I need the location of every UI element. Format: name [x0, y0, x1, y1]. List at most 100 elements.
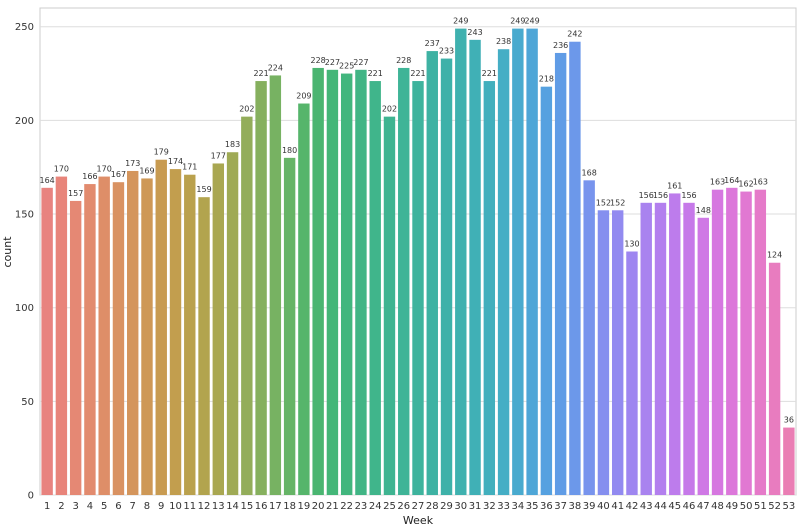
x-tick-label: 35 — [526, 501, 539, 512]
bar-week-3 — [69, 200, 82, 495]
bar-week-24 — [369, 81, 381, 496]
x-tick-label: 44 — [654, 501, 667, 512]
bar-week-25 — [383, 116, 396, 495]
data-label: 163 — [710, 178, 725, 187]
bar-week-36 — [540, 86, 553, 496]
x-tick-label: 29 — [440, 501, 453, 512]
bar-week-12 — [198, 197, 210, 495]
data-label: 164 — [724, 176, 739, 185]
data-label: 36 — [784, 416, 794, 425]
x-tick-label: 23 — [355, 501, 368, 512]
x-tick-label: 46 — [683, 501, 696, 512]
bar-week-15 — [241, 116, 253, 495]
bar-week-27 — [412, 81, 424, 496]
data-label: 174 — [168, 157, 183, 166]
x-tick-label: 18 — [283, 501, 296, 512]
data-label: 148 — [696, 206, 711, 215]
x-tick-label: 33 — [497, 501, 510, 512]
data-label: 228 — [311, 56, 326, 65]
bar-week-45 — [669, 193, 681, 495]
bar-week-13 — [212, 163, 225, 495]
x-tick-label: 16 — [255, 501, 268, 512]
data-label: 156 — [639, 191, 654, 200]
bar-week-10 — [169, 169, 182, 496]
x-tick-label: 2 — [58, 501, 64, 512]
x-tick-label: 3 — [72, 501, 78, 512]
x-tick-label: 24 — [369, 501, 382, 512]
x-tick-label: 48 — [711, 501, 724, 512]
data-label: 218 — [539, 75, 554, 84]
x-tick-label: 32 — [483, 501, 496, 512]
x-tick-label: 6 — [115, 501, 121, 512]
data-label: 202 — [382, 105, 397, 114]
data-label: 173 — [125, 159, 140, 168]
y-tick-label: 150 — [15, 210, 34, 221]
x-tick-label: 43 — [640, 501, 653, 512]
x-tick-label: 53 — [783, 501, 796, 512]
x-tick-label: 34 — [511, 501, 524, 512]
bar-week-52 — [768, 262, 781, 495]
x-tick-label: 39 — [583, 501, 596, 512]
bar-week-32 — [483, 81, 496, 496]
y-tick-label: 0 — [28, 491, 34, 502]
data-label: 177 — [211, 151, 226, 160]
bar-week-33 — [497, 49, 510, 495]
bar-week-47 — [697, 217, 709, 496]
data-label: 242 — [567, 30, 582, 39]
data-label: 224 — [268, 63, 283, 72]
x-axis-title: Week — [403, 514, 434, 527]
data-label: 171 — [182, 163, 197, 172]
x-tick-label: 4 — [87, 501, 93, 512]
x-tick-label: 9 — [158, 501, 164, 512]
x-tick-label: 5 — [101, 501, 107, 512]
data-label: 179 — [154, 148, 169, 157]
bar-week-9 — [155, 159, 167, 495]
x-tick-label: 31 — [469, 501, 482, 512]
x-tick-label: 52 — [768, 501, 781, 512]
x-tick-label: 1 — [44, 501, 50, 512]
bar-week-26 — [398, 67, 410, 495]
data-label: 159 — [196, 185, 211, 194]
data-label: 156 — [653, 191, 668, 200]
bar-week-49 — [726, 187, 738, 496]
bar-week-43 — [640, 202, 652, 496]
x-tick-label: 20 — [312, 501, 325, 512]
data-label: 233 — [439, 47, 454, 56]
x-tick-label: 12 — [198, 501, 211, 512]
data-label: 221 — [482, 69, 497, 78]
x-tick-label: 41 — [611, 501, 624, 512]
bar-week-11 — [184, 174, 196, 495]
x-tick-label: 38 — [569, 501, 582, 512]
bar-week-22 — [340, 73, 353, 496]
data-label: 237 — [425, 39, 440, 48]
x-tick-label: 17 — [269, 501, 282, 512]
bar-week-41 — [611, 210, 624, 496]
bar-week-37 — [554, 52, 567, 495]
data-label: 130 — [624, 240, 639, 249]
bar-week-35 — [526, 28, 538, 495]
bar-week-19 — [298, 103, 310, 496]
bar-week-34 — [512, 28, 524, 495]
data-label: 161 — [667, 181, 682, 190]
x-tick-label: 11 — [183, 501, 196, 512]
data-label: 180 — [282, 146, 297, 155]
bar-week-4 — [84, 184, 96, 496]
bar-week-51 — [754, 189, 767, 495]
data-label: 167 — [111, 170, 126, 179]
data-label: 227 — [353, 58, 368, 67]
bar-week-20 — [312, 67, 324, 495]
x-tick-label: 10 — [169, 501, 182, 512]
x-tick-labels: 1 2 3 4 5 6 7 8 9 10 11 12 13 14 15 16 17 18 19 20 21 22 23 24 2… — [44, 501, 795, 512]
bar-week-8 — [141, 178, 153, 495]
x-tick-label: 45 — [668, 501, 681, 512]
bar-week-14 — [226, 152, 239, 495]
data-label: 156 — [681, 191, 696, 200]
data-label: 202 — [239, 105, 254, 114]
data-label: 238 — [496, 37, 511, 46]
x-tick-label: 7 — [130, 501, 136, 512]
bar-week-2 — [55, 176, 68, 496]
bar-week-21 — [326, 69, 339, 496]
bar-week-5 — [98, 176, 110, 496]
x-tick-label: 13 — [212, 501, 225, 512]
data-label: 227 — [325, 58, 340, 67]
